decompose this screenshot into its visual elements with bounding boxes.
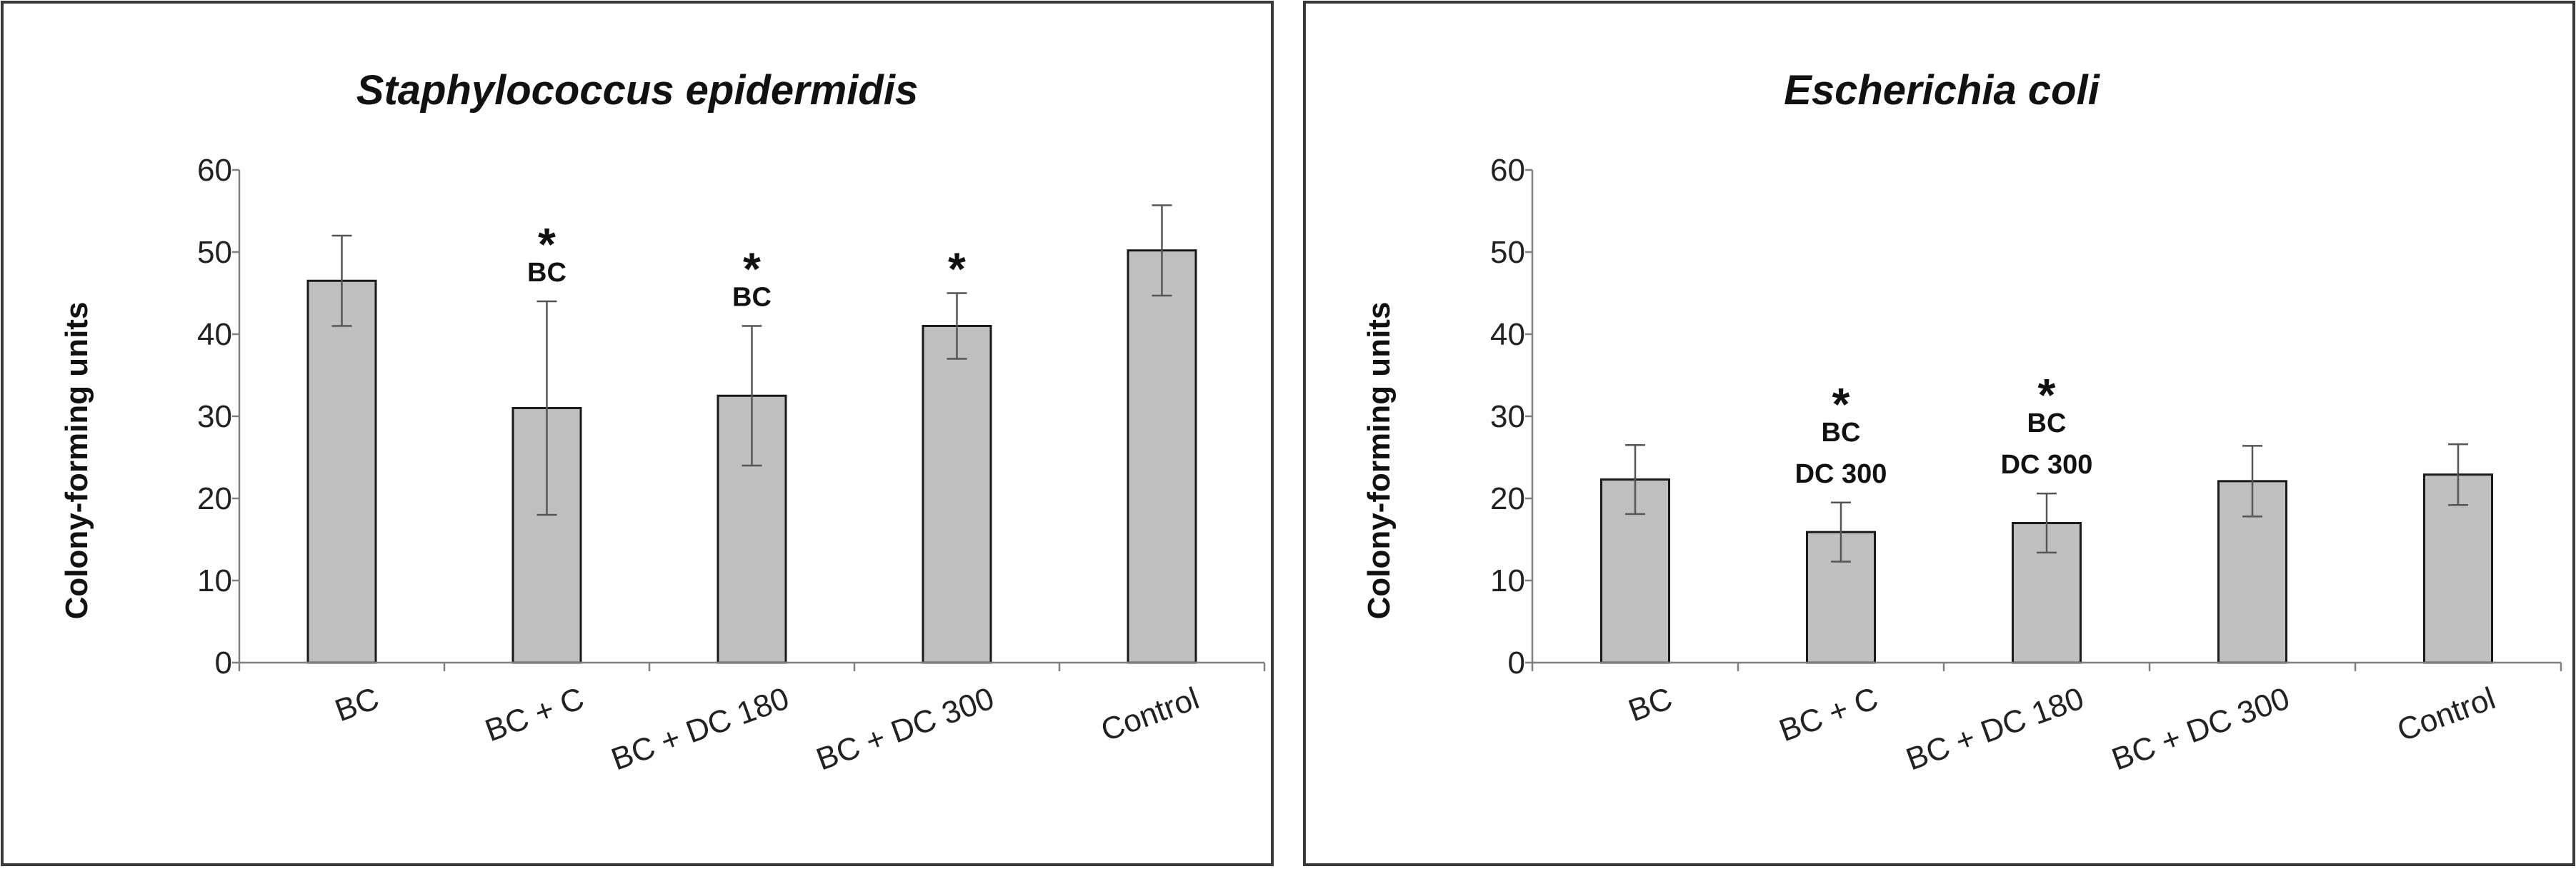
error-bars [1625,443,2468,563]
bar-control [1127,249,1197,664]
y-tick-label: 60 [1490,153,1525,188]
bar-bc-dc-300 [922,325,992,664]
error-bars [331,204,1172,516]
y-ticks: 0 10 20 30 40 50 60 [1490,153,1525,680]
significance-annotations: BC*BC* * [527,218,966,313]
chart-panel-staphylococcus: Staphylococcus epidermidis Colony-formin… [1,1,1274,866]
bar-bc [306,279,377,664]
panel-frame [1303,1,2575,866]
y-ticks: 0 10 20 30 40 50 60 [197,153,232,680]
significance-label: BC [527,258,566,288]
y-tick-label: 20 [1490,481,1525,516]
chart-title: Staphylococcus epidermidis [356,67,918,114]
y-tick-label: 30 [197,399,232,434]
significance-star: * [743,243,761,295]
bar-control [2423,473,2493,664]
panel-frame [1,1,1274,866]
y-tick-label: 40 [197,317,232,352]
significance-star: * [1832,378,1850,430]
significance-label: BC [1822,418,1861,448]
y-tick-label: 60 [197,153,232,188]
y-tick-label: 20 [197,481,232,516]
y-tick-label: 40 [1490,317,1525,352]
significance-label: BC [732,283,772,313]
y-axis-label: Colony-forming units [1362,302,1397,620]
x-axis [1525,169,2562,671]
y-axis-label: Colony-forming units [59,302,94,620]
chart-panel-escherichia: Escherichia coli Colony-forming units 0 1… [1303,1,2575,866]
significance-label: DC 300 [2001,450,2093,480]
y-tick-label: 50 [1490,235,1525,270]
y-tick-label: 0 [215,646,232,680]
significance-label: DC 300 [1795,459,1887,489]
significance-label: BC [2027,408,2067,438]
y-tick-label: 0 [1508,646,1525,680]
significance-star: * [2038,369,2056,421]
x-axis [232,169,1266,671]
y-tick-label: 10 [1490,563,1525,598]
y-tick-label: 10 [197,563,232,598]
y-tick-label: 30 [1490,399,1525,434]
chart-title: Escherichia coli [1784,67,2101,114]
y-tick-label: 50 [197,235,232,270]
significance-star: * [538,218,556,270]
significance-star: * [948,243,966,295]
